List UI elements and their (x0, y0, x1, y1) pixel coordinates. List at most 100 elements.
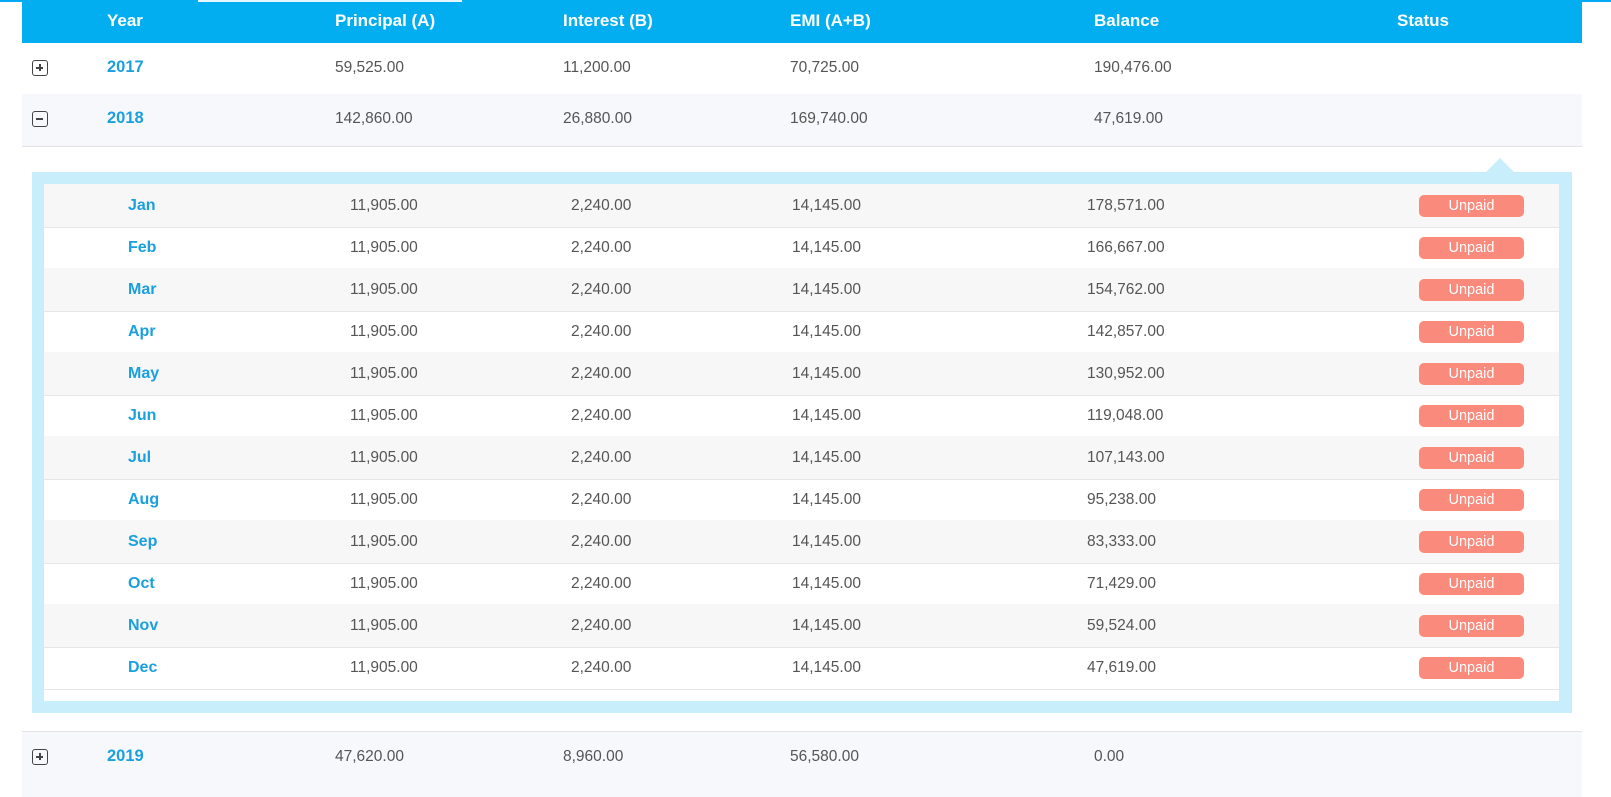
month-interest: 2,240.00 (571, 365, 632, 382)
month-principal: 11,905.00 (350, 617, 418, 634)
year-principal: 59,525.00 (335, 59, 404, 76)
column-header-status: Status (1397, 11, 1449, 30)
year-balance: 190,476.00 (1094, 59, 1172, 76)
year-interest: 26,880.00 (563, 110, 632, 127)
status-badge: Unpaid (1419, 531, 1524, 553)
month-interest: 2,240.00 (571, 197, 632, 214)
column-header-emi: EMI (A+B) (790, 11, 871, 30)
month-interest: 2,240.00 (571, 659, 632, 676)
month-emi: 14,145.00 (792, 281, 861, 298)
month-row: May 11,905.00 2,240.00 14,145.00 130,952.00 U… (44, 352, 1559, 396)
month-label[interactable]: Dec (128, 659, 158, 676)
month-label[interactable]: May (128, 365, 160, 382)
month-balance: 107,143.00 (1087, 449, 1165, 466)
column-header-interest: Interest (B) (563, 11, 653, 30)
month-principal: 11,905.00 (350, 323, 418, 340)
month-label[interactable]: Mar (128, 281, 157, 298)
month-row: Jan 11,905.00 2,240.00 14,145.00 178,571.00 U… (44, 184, 1559, 228)
month-balance: 119,048.00 (1087, 407, 1164, 424)
month-label[interactable]: Oct (128, 575, 155, 592)
plus-square-icon[interactable] (32, 749, 48, 765)
month-emi: 14,145.00 (792, 617, 861, 634)
month-interest: 2,240.00 (571, 533, 632, 550)
year-label[interactable]: 2018 (107, 109, 144, 127)
year-row-2019[interactable]: 2019 47,620.00 8,960.00 56,580.00 0.00 (22, 731, 1582, 797)
month-principal: 11,905.00 (350, 491, 418, 508)
header-tab-highlight (198, 0, 462, 2)
year-row-2018[interactable]: 2018 142,860.00 26,880.00 169,740.00 47,… (22, 94, 1582, 147)
year-label[interactable]: 2019 (107, 747, 144, 765)
status-badge: Unpaid (1419, 237, 1524, 259)
month-emi: 14,145.00 (792, 197, 861, 214)
month-label[interactable]: Jun (128, 407, 157, 424)
status-badge: Unpaid (1419, 615, 1524, 637)
month-balance: 71,429.00 (1087, 575, 1156, 592)
status-badge: Unpaid (1419, 405, 1524, 427)
column-header-principal: Principal (A) (335, 11, 436, 30)
month-balance: 59,524.00 (1087, 617, 1156, 634)
year-principal: 142,860.00 (335, 110, 413, 127)
month-balance: 154,762.00 (1087, 281, 1165, 298)
month-balance: 47,619.00 (1087, 659, 1156, 676)
month-emi: 14,145.00 (792, 575, 861, 592)
year-balance: 47,619.00 (1094, 110, 1163, 127)
month-balance: 83,333.00 (1087, 533, 1156, 550)
month-emi: 14,145.00 (792, 239, 861, 256)
month-label[interactable]: Jan (128, 197, 156, 214)
monthly-breakdown-panel: Jan 11,905.00 2,240.00 14,145.00 178,571.00 U… (32, 172, 1572, 713)
month-row: Jun 11,905.00 2,240.00 14,145.00 119,048.00 U… (44, 394, 1559, 438)
month-emi: 14,145.00 (792, 407, 861, 424)
month-row: Jul 11,905.00 2,240.00 14,145.00 107,143.00 U… (44, 436, 1559, 480)
status-badge: Unpaid (1419, 447, 1524, 469)
month-principal: 11,905.00 (350, 239, 418, 256)
month-principal: 11,905.00 (350, 365, 418, 382)
month-label[interactable]: Apr (128, 323, 156, 340)
status-badge: Unpaid (1419, 195, 1524, 217)
year-emi: 169,740.00 (790, 110, 868, 127)
status-badge: Unpaid (1419, 573, 1524, 595)
year-principal: 47,620.00 (335, 748, 404, 765)
month-principal: 11,905.00 (350, 281, 418, 298)
month-balance: 166,667.00 (1087, 239, 1165, 256)
month-label[interactable]: Aug (128, 491, 160, 508)
month-interest: 2,240.00 (571, 407, 632, 424)
month-interest: 2,240.00 (571, 617, 632, 634)
year-interest: 11,200.00 (563, 59, 631, 76)
month-principal: 11,905.00 (350, 407, 418, 424)
month-row: Dec 11,905.00 2,240.00 14,145.00 47,619.00 Un… (44, 646, 1559, 690)
month-interest: 2,240.00 (571, 449, 632, 466)
month-principal: 11,905.00 (350, 533, 418, 550)
plus-square-icon[interactable] (32, 60, 48, 76)
month-balance: 142,857.00 (1087, 323, 1165, 340)
month-interest: 2,240.00 (571, 239, 632, 256)
month-balance: 130,952.00 (1087, 365, 1165, 382)
month-label[interactable]: Feb (128, 239, 157, 256)
month-balance: 178,571.00 (1087, 197, 1165, 214)
month-row: Feb 11,905.00 2,240.00 14,145.00 166,667.00 U… (44, 226, 1559, 270)
month-label[interactable]: Nov (128, 617, 159, 634)
year-emi: 56,580.00 (790, 748, 859, 765)
status-badge: Unpaid (1419, 279, 1524, 301)
month-principal: 11,905.00 (350, 575, 418, 592)
month-emi: 14,145.00 (792, 449, 861, 466)
month-emi: 14,145.00 (792, 365, 861, 382)
status-badge: Unpaid (1419, 489, 1524, 511)
column-header-year: Year (107, 11, 143, 30)
month-emi: 14,145.00 (792, 659, 861, 676)
year-row-2017[interactable]: 2017 59,525.00 11,200.00 70,725.00 190,4… (22, 43, 1582, 96)
month-label[interactable]: Jul (128, 449, 152, 466)
month-label[interactable]: Sep (128, 533, 158, 550)
year-interest: 8,960.00 (563, 748, 624, 765)
minus-square-icon[interactable] (32, 111, 48, 127)
month-emi: 14,145.00 (792, 491, 861, 508)
month-row: Mar 11,905.00 2,240.00 14,145.00 154,762.00 U… (44, 268, 1559, 312)
month-row: Apr 11,905.00 2,240.00 14,145.00 142,857.00 U… (44, 310, 1559, 354)
year-label[interactable]: 2017 (107, 58, 144, 76)
status-badge: Unpaid (1419, 363, 1524, 385)
month-row: Nov 11,905.00 2,240.00 14,145.00 59,524.00 Un… (44, 604, 1559, 648)
month-balance: 95,238.00 (1087, 491, 1156, 508)
status-badge: Unpaid (1419, 321, 1524, 343)
year-balance: 0.00 (1094, 748, 1125, 765)
month-interest: 2,240.00 (571, 575, 632, 592)
month-emi: 14,145.00 (792, 323, 861, 340)
